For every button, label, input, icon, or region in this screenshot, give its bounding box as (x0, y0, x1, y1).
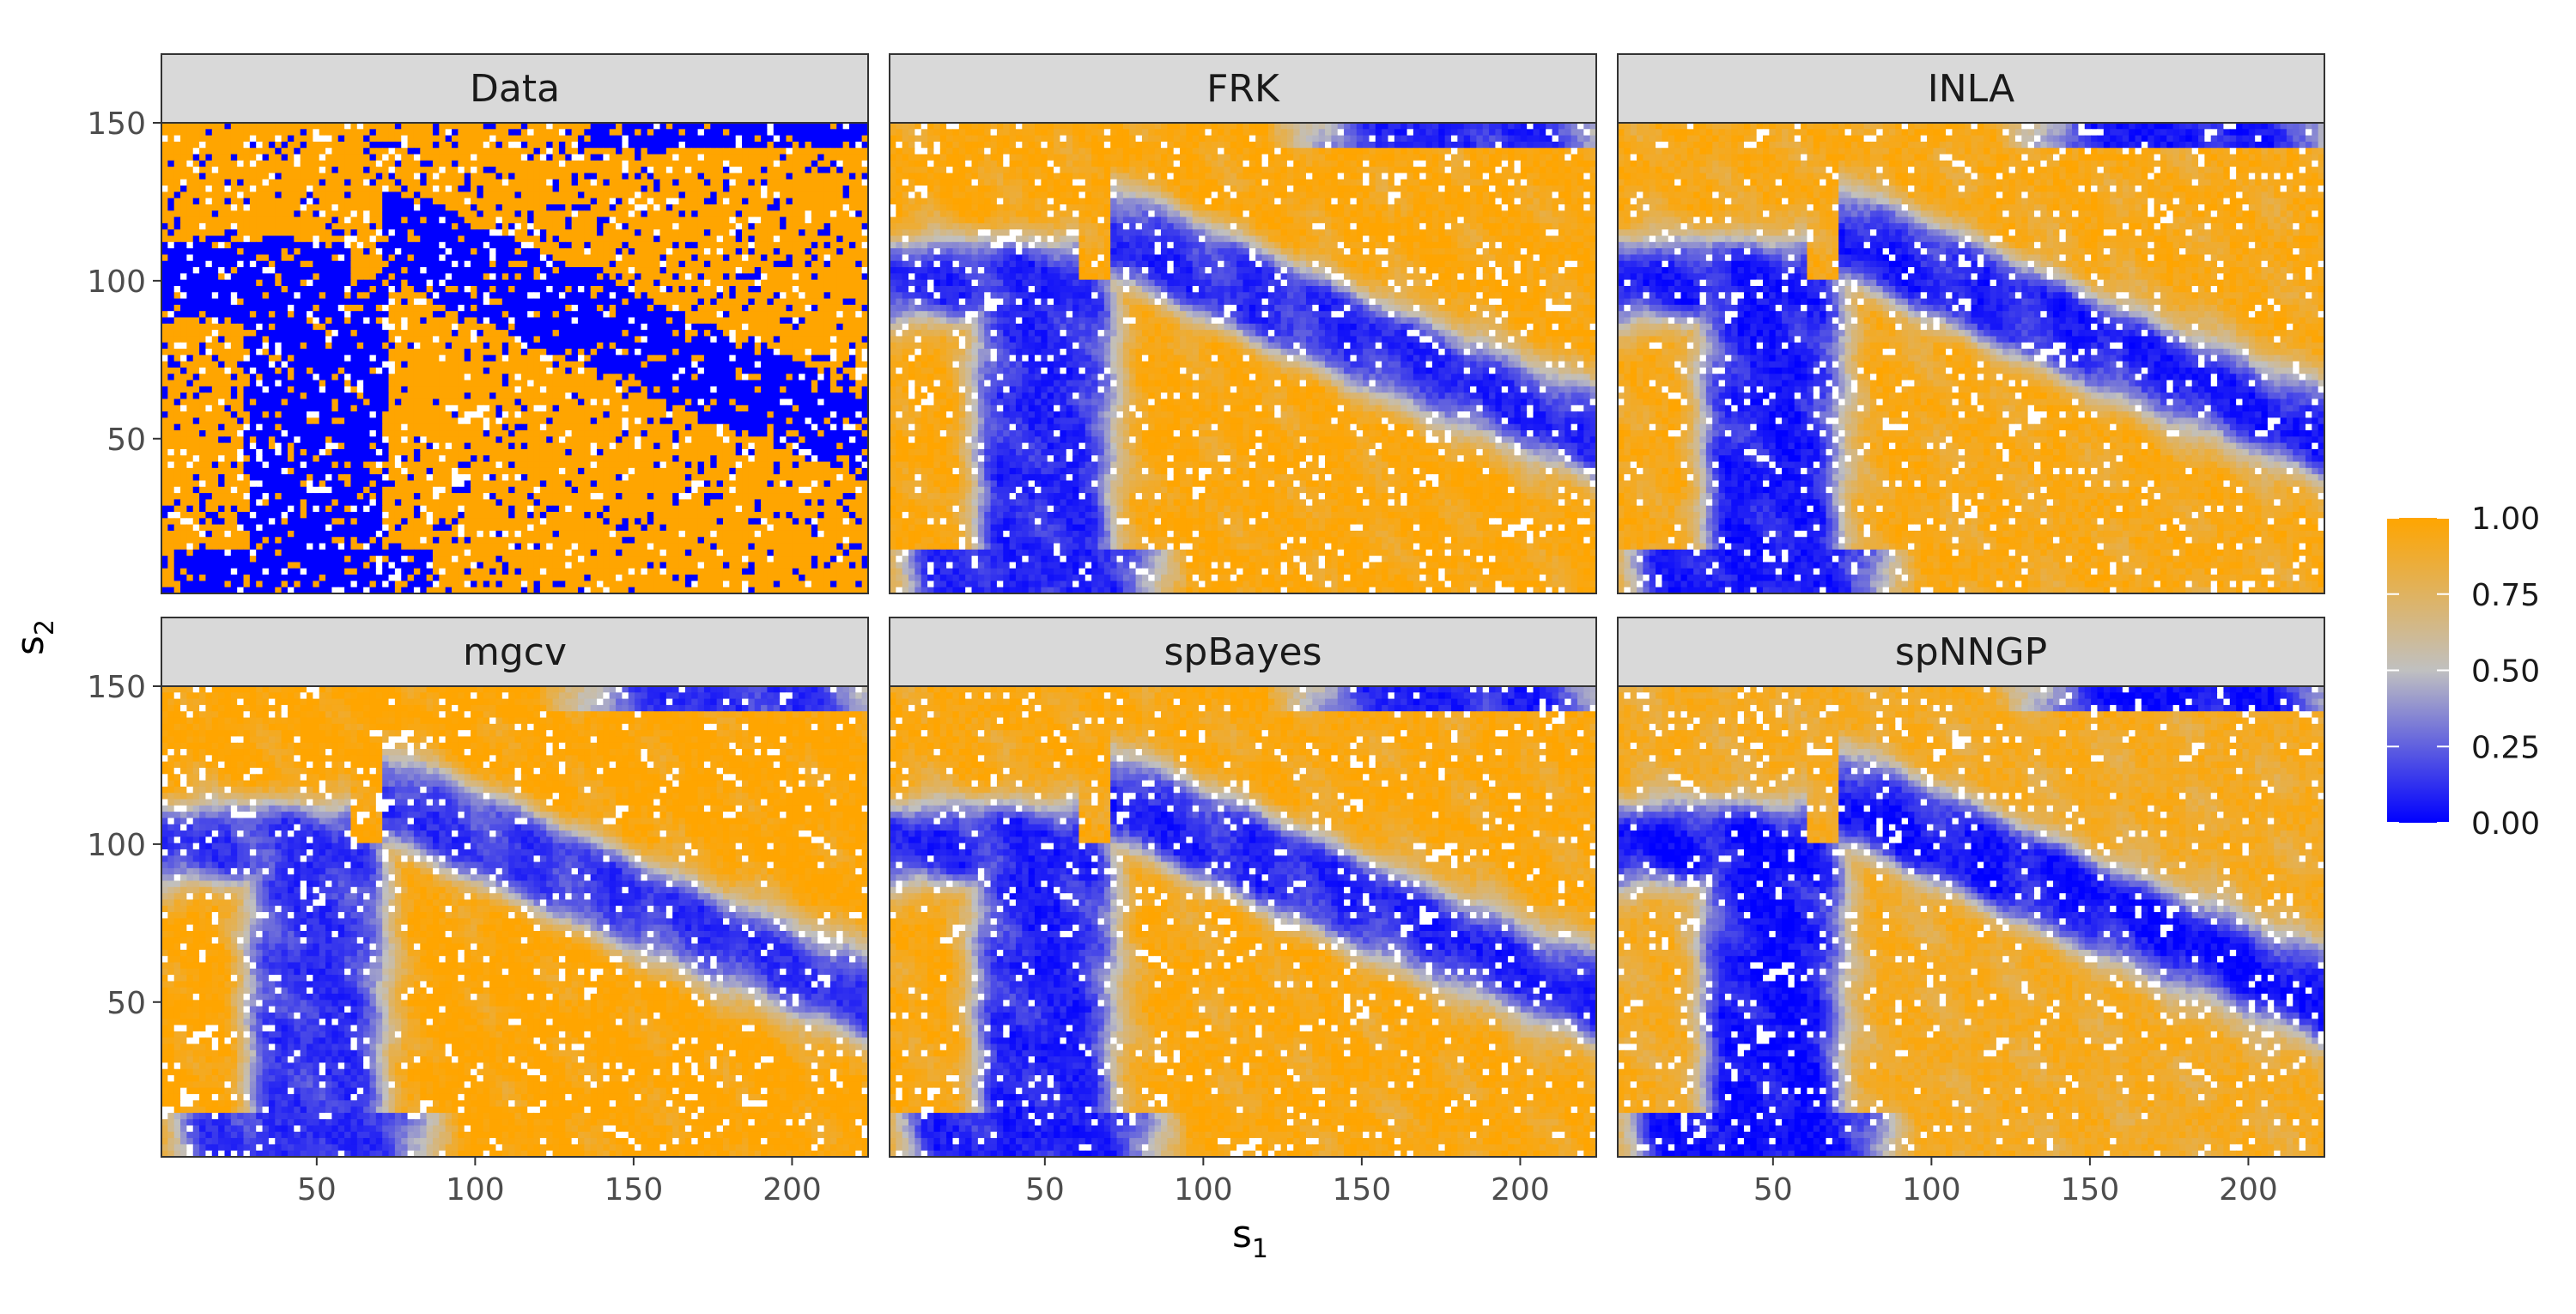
x-tick-label: 150 (605, 1172, 664, 1208)
x-tick-label: 200 (2219, 1172, 2278, 1208)
y-tick-label: 50 (106, 423, 146, 458)
panel-frk: FRK (890, 54, 1597, 594)
panel-spbayes: spBayes (890, 617, 1597, 1158)
colorbar-tick-label: 0.25 (2471, 730, 2540, 765)
facet-panels: Data FRK INLA mgcv spBayes spNNGP (161, 54, 2325, 1158)
heatmap-spbayes (890, 686, 1597, 1158)
y-tick-label: 150 (87, 106, 146, 142)
y-tick-label: 100 (87, 265, 146, 300)
heatmap-frk (890, 123, 1597, 594)
colorbar-tick-label: 0.00 (2471, 806, 2540, 842)
heatmap-inla (1618, 123, 2325, 594)
y-tick-label: 150 (87, 670, 146, 705)
heatmap-spnngp (1618, 686, 2325, 1158)
strip-label-spnngp: spNNGP (1895, 630, 2047, 674)
strip-label-spbayes: spBayes (1163, 630, 1321, 674)
panel-spnngp: spNNGP (1618, 617, 2325, 1158)
y-axis-title: s2 (9, 619, 60, 655)
x-tick-label: 150 (1333, 1172, 1392, 1208)
strip-label-frk: FRK (1206, 67, 1280, 111)
x-tick-label: 100 (1902, 1172, 1961, 1208)
colorbar: 1.00 0.75 0.50 0.25 0.00 (2387, 502, 2540, 842)
panel-mgcv: mgcv (161, 617, 869, 1158)
x-tick-label: 200 (1491, 1172, 1550, 1208)
strip-label-inla: INLA (1928, 67, 2015, 111)
x-tick-label: 50 (1753, 1172, 1793, 1208)
x-tick-label: 100 (1174, 1172, 1233, 1208)
strip-label-data: Data (470, 67, 560, 111)
x-axis-title: s1 (1232, 1213, 1268, 1264)
y-tick-label: 50 (106, 986, 146, 1021)
x-tick-label: 150 (2061, 1172, 2120, 1208)
strip-label-mgcv: mgcv (463, 630, 567, 674)
heatmap-mgcv (161, 686, 869, 1158)
x-tick-label: 100 (446, 1172, 505, 1208)
panel-data: Data (161, 54, 869, 594)
x-tick-label: 50 (297, 1172, 337, 1208)
x-tick-label: 200 (762, 1172, 822, 1208)
colorbar-tick-label: 0.50 (2471, 654, 2540, 690)
heatmap-data (161, 123, 869, 594)
panel-inla: INLA (1618, 54, 2325, 594)
y-tick-label: 100 (87, 828, 146, 863)
colorbar-tick-label: 1.00 (2471, 502, 2540, 537)
colorbar-tick-label: 0.75 (2471, 578, 2540, 613)
x-tick-label: 50 (1025, 1172, 1065, 1208)
